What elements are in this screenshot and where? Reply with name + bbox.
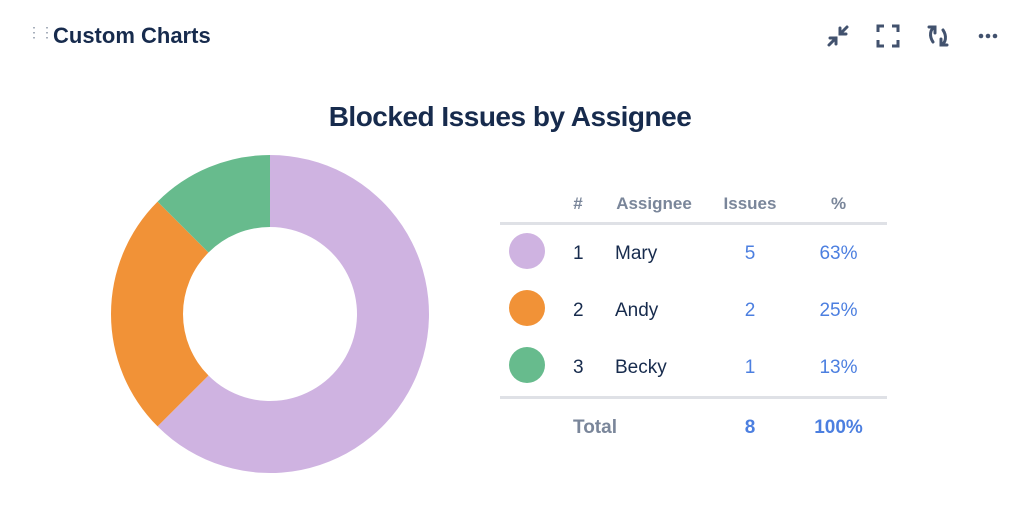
legend-swatch xyxy=(509,346,545,383)
rank: 1 xyxy=(573,242,584,264)
issues-count[interactable]: 5 xyxy=(744,242,756,264)
chart-title: Blocked Issues by Assignee xyxy=(328,101,692,132)
issues-count[interactable]: 2 xyxy=(744,299,756,321)
issues-count[interactable]: 1 xyxy=(744,356,756,378)
total-label: Total xyxy=(558,396,710,456)
issues-pct: 25% xyxy=(819,299,858,321)
total-row: Total 8 100% xyxy=(500,396,887,456)
col-issues: Issues xyxy=(710,186,790,225)
donut-slice-andy[interactable] xyxy=(111,201,209,427)
legend-swatch xyxy=(509,232,545,269)
issues-pct: 13% xyxy=(819,356,858,378)
col-rank: # xyxy=(558,186,598,225)
total-value: 8 xyxy=(710,396,790,456)
drag-handle-icon[interactable]: ⋮⋮ xyxy=(27,24,54,40)
col-pct: % xyxy=(790,186,887,225)
legend-row[interactable]: 1 Mary 5 63% xyxy=(500,224,887,283)
col-assignee: Assignee xyxy=(598,186,710,225)
issues-pct: 63% xyxy=(819,242,858,264)
assignee-name: Mary xyxy=(615,242,658,264)
gadget-title: Custom Charts xyxy=(53,23,211,48)
legend-swatch xyxy=(509,289,545,326)
donut-chart xyxy=(111,155,430,473)
donut-slice-mary[interactable] xyxy=(157,155,430,473)
collapse-icon[interactable] xyxy=(824,22,852,50)
legend-row[interactable]: 3 Becky 1 13% xyxy=(500,339,887,398)
assignee-name: Andy xyxy=(615,299,659,321)
legend-table: # Assignee Issues % 1 Mary 5 63% 2 Andy … xyxy=(500,186,887,456)
fullscreen-icon[interactable] xyxy=(874,22,902,50)
rank: 2 xyxy=(573,299,584,321)
legend-row[interactable]: 2 Andy 2 25% xyxy=(500,282,887,339)
total-pct: 100% xyxy=(790,396,887,456)
donut-slice-becky[interactable] xyxy=(157,155,270,253)
more-icon[interactable] xyxy=(974,22,1002,50)
assignee-name: Becky xyxy=(615,356,667,378)
rank: 3 xyxy=(573,356,584,378)
refresh-icon[interactable] xyxy=(924,22,952,50)
